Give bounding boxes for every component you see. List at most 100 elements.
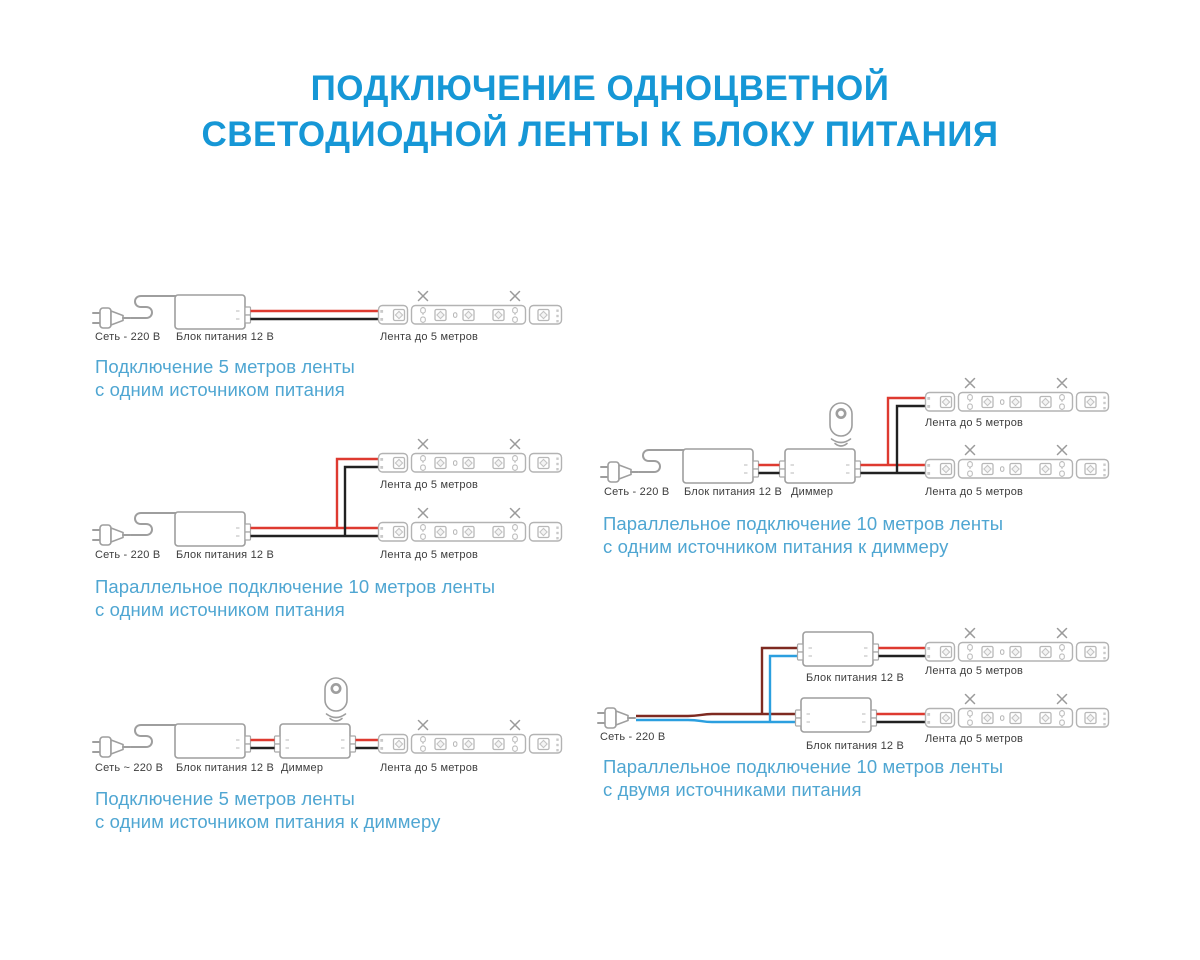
label-strip-top: Лента до 5 метров [380, 479, 479, 491]
caption-line1: Параллельное подключение 10 метров ленты [603, 756, 1004, 777]
plug-icon [597, 707, 636, 729]
diagram-1-caption: Подключение 5 метров ленты с одним источ… [95, 356, 355, 401]
led-strip-icon [924, 377, 1110, 412]
label-psu-top: Блок питания 12 В [806, 672, 905, 684]
led-strip-icon [377, 507, 563, 542]
terminal-stub [273, 743, 281, 753]
caption-line1: Подключение 5 метров ленты [95, 356, 355, 377]
label-psu: Блок питания 12 В [176, 549, 275, 561]
page-title: ПОДКЛЮЧЕНИЕ ОДНОЦВЕТНОЙ СВЕТОДИОДНОЙ ЛЕН… [0, 66, 1200, 158]
label-strip-top: Лента до 5 метров [925, 417, 1024, 429]
plug-icon [92, 736, 131, 758]
led-strip-icon [377, 438, 563, 473]
label-strip-bottom: Лента до 5 метров [925, 733, 1024, 745]
power-cable [130, 512, 178, 536]
psu-box [682, 448, 754, 484]
terminal-stub [778, 460, 786, 470]
psu-box [802, 631, 874, 667]
caption-line2: с двумя источниками питания [603, 778, 862, 800]
terminal-stub [854, 460, 862, 470]
plug-icon [600, 461, 639, 483]
terminal-stub [872, 643, 880, 653]
label-mains: Сеть - 220 В [600, 731, 666, 743]
terminal-stub [870, 717, 878, 727]
caption-line1: Подключение 5 метров ленты [95, 788, 355, 809]
terminal-stub [794, 709, 802, 719]
wire-brown [636, 646, 798, 718]
label-psu: Блок питания 12 В [684, 486, 783, 498]
led-strip-icon [377, 290, 563, 325]
power-cable [130, 724, 178, 748]
dimmer-box [784, 448, 856, 484]
diagram-2-caption: Параллельное подключение 10 метров ленты… [95, 576, 495, 621]
terminal-stub [796, 643, 804, 653]
page-title-line2: СВЕТОДИОДНОЙ ЛЕНТЫ К БЛОКУ ПИТАНИЯ [201, 115, 999, 154]
caption-line1: Параллельное подключение 10 метров ленты [603, 513, 1004, 534]
terminal-stub [244, 735, 252, 745]
terminal-stub [752, 460, 760, 470]
terminal-stub [244, 314, 252, 324]
wire-red [758, 396, 927, 467]
diagram-2-graphic [92, 438, 563, 547]
label-strip-bottom: Лента до 5 метров [925, 486, 1024, 498]
label-strip: Лента до 5 метров [380, 762, 479, 774]
wire-black [250, 465, 380, 538]
label-dimmer: Диммер [281, 762, 324, 774]
wire-black [758, 404, 927, 475]
remote-icon [828, 401, 854, 448]
caption-line2: с одним источником питания [95, 598, 345, 620]
psu-box [174, 294, 246, 330]
led-strip-icon [924, 693, 1110, 728]
terminal-stub [244, 523, 252, 533]
label-mains: Сеть ~ 220 В [95, 762, 164, 774]
label-mains: Сеть - 220 В [95, 331, 161, 343]
label-psu: Блок питания 12 В [176, 331, 275, 343]
diagram-5-caption: Параллельное подключение 10 метров ленты… [603, 756, 1003, 801]
wire-blue [636, 654, 798, 724]
label-strip-top: Лента до 5 метров [925, 665, 1024, 677]
label-psu-bottom: Блок питания 12 В [806, 740, 905, 752]
terminal-stub [794, 717, 802, 727]
diagram-4-graphic [600, 377, 1110, 484]
terminal-stub [244, 306, 252, 316]
label-mains: Сеть - 220 В [604, 486, 670, 498]
power-cable [130, 295, 178, 319]
caption-line1: Параллельное подключение 10 метров ленты [95, 576, 496, 597]
caption-line2: с одним источником питания [95, 378, 345, 400]
power-cable [638, 449, 686, 473]
caption-line2: с одним источником питания к диммеру [95, 810, 441, 832]
terminal-stub [349, 735, 357, 745]
psu-box [174, 723, 246, 759]
page-title-line1: ПОДКЛЮЧЕНИЕ ОДНОЦВЕТНОЙ [310, 69, 890, 108]
label-dimmer: Диммер [791, 486, 834, 498]
label-strip: Лента до 5 метров [380, 331, 479, 343]
terminal-stub [244, 743, 252, 753]
diagram-5-graphic [597, 627, 1110, 733]
diagram-4-caption: Параллельное подключение 10 метров ленты… [603, 513, 1003, 558]
diagram-3-caption: Подключение 5 метров ленты с одним источ… [95, 788, 440, 833]
plug-icon [92, 524, 131, 546]
terminal-stub [244, 531, 252, 541]
psu-box [174, 511, 246, 547]
terminal-stub [349, 743, 357, 753]
terminal-stub [872, 651, 880, 661]
diagram-1-graphic [92, 290, 563, 330]
terminal-stub [752, 468, 760, 478]
led-strip-icon [924, 627, 1110, 662]
led-strip-icon [924, 444, 1110, 479]
psu-box [800, 697, 872, 733]
terminal-stub [854, 468, 862, 478]
caption-line2: с одним источником питания к диммеру [603, 535, 949, 557]
terminal-stub [778, 468, 786, 478]
label-mains: Сеть - 220 В [95, 549, 161, 561]
label-psu: Блок питания 12 В [176, 762, 275, 774]
terminal-stub [273, 735, 281, 745]
wire-red [250, 457, 380, 530]
terminal-stub [870, 709, 878, 719]
led-strip-icon [377, 719, 563, 754]
remote-icon [323, 676, 349, 723]
diagram-3-graphic [92, 676, 563, 759]
terminal-stub [796, 651, 804, 661]
